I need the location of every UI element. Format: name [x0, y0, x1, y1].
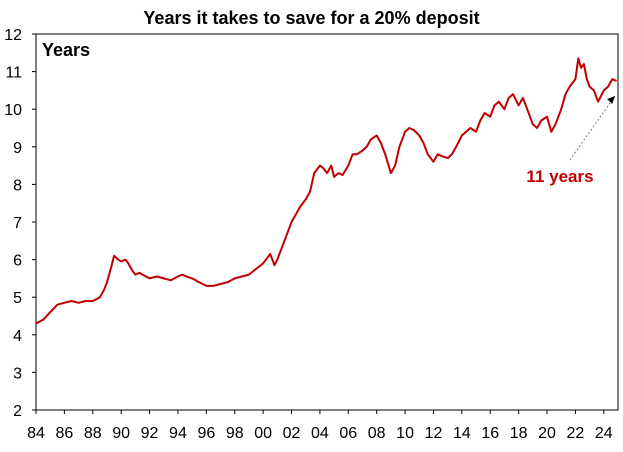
y-tick-label: 11 — [5, 65, 22, 82]
y-tick-label: 4 — [13, 328, 22, 345]
y-tick-label: 9 — [13, 140, 22, 157]
x-tick-label: 24 — [595, 425, 613, 442]
y-tick-label: 8 — [13, 177, 22, 194]
x-tick-label: 02 — [283, 425, 301, 442]
x-tick-label: 10 — [396, 425, 414, 442]
x-tick-label: 96 — [197, 425, 215, 442]
x-tick-label: 00 — [254, 425, 272, 442]
x-tick-label: 22 — [567, 425, 585, 442]
x-tick-label: 16 — [481, 425, 499, 442]
x-tick-label: 04 — [311, 425, 329, 442]
y-tick-label: 10 — [4, 102, 22, 119]
x-tick-label: 84 — [27, 425, 45, 442]
x-tick-label: 06 — [339, 425, 357, 442]
series-line — [35, 57, 618, 325]
x-tick-label: 92 — [141, 425, 159, 442]
chart-title: Years it takes to save for a 20% deposit — [143, 8, 479, 28]
x-tick-label: 20 — [538, 425, 556, 442]
series-layer — [35, 57, 618, 325]
y-tick-label: 6 — [13, 253, 22, 270]
y-tick-label: 12 — [4, 27, 22, 44]
annotation-arrowhead — [607, 96, 616, 105]
y-tick-label: 7 — [13, 215, 22, 232]
x-tick-label: 18 — [510, 425, 528, 442]
annotation-layer: 11 years — [526, 96, 616, 186]
annotation-label: 11 years — [526, 167, 593, 186]
y-tick-label: 3 — [13, 365, 22, 382]
x-tick-label: 88 — [84, 425, 102, 442]
y-tick-label: 2 — [13, 403, 22, 420]
y-tick-label: 5 — [13, 290, 22, 307]
plot-frame — [35, 33, 619, 411]
axes: 2 3 4 5 6 7 8 9 10 11 12 84 86 88 90 92 94 96 98 00 02 04 06 08… — [4, 27, 619, 442]
x-tick-label: 14 — [453, 425, 471, 442]
annotation-leader-line — [569, 99, 613, 161]
x-tick-label: 12 — [425, 425, 443, 442]
x-tick-label: 94 — [169, 425, 187, 442]
x-tick-label: 86 — [55, 425, 73, 442]
x-tick-label: 90 — [112, 425, 130, 442]
x-tick-label: 98 — [226, 425, 244, 442]
y-axis-unit-label: Years — [42, 40, 90, 60]
x-tick-label: 08 — [368, 425, 386, 442]
